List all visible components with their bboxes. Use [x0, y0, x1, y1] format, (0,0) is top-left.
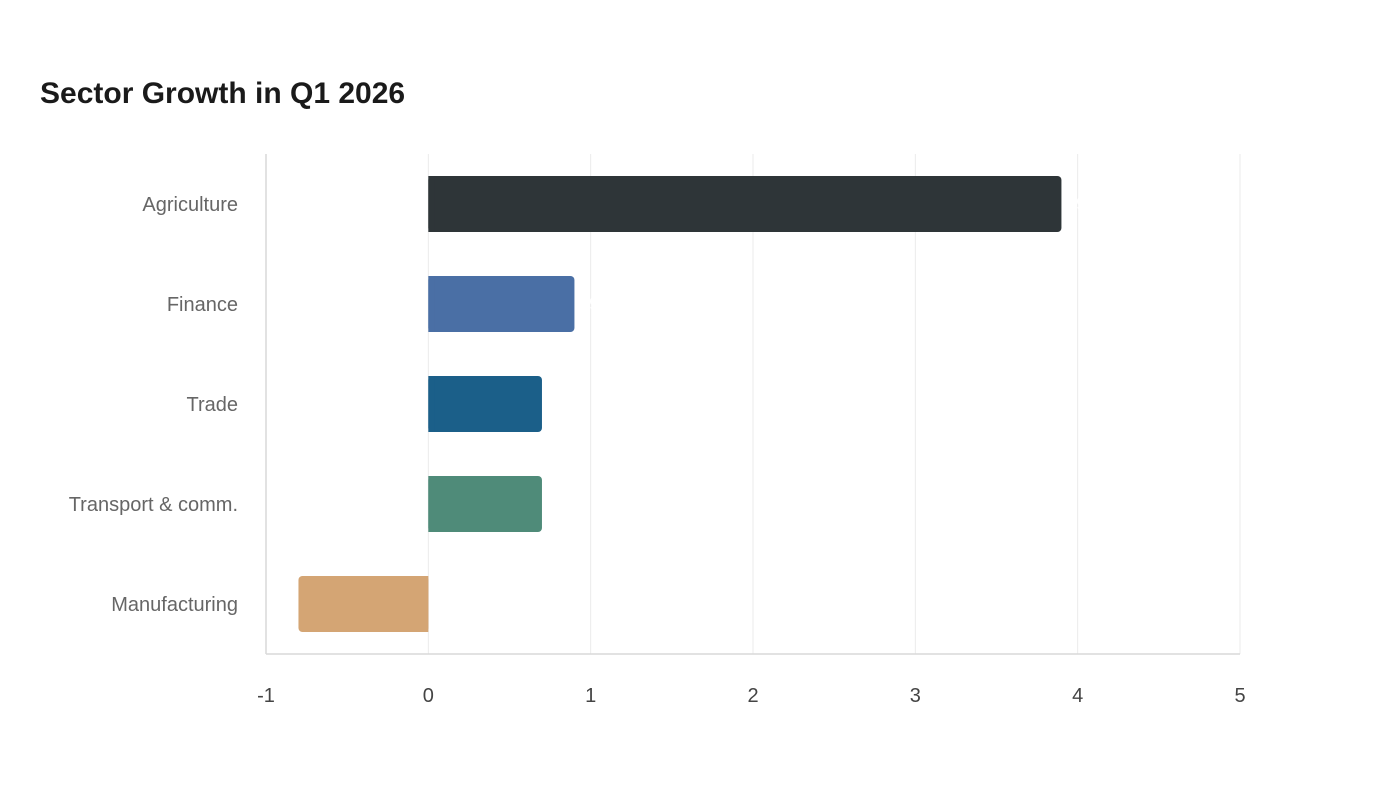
x-tick-label: 5	[1234, 685, 1245, 707]
data-label: 3.9	[1061, 194, 1086, 214]
bar-base	[428, 176, 435, 232]
data-label: -0.8	[267, 594, 298, 614]
bar	[428, 276, 575, 332]
axes	[265, 154, 1240, 655]
x-tick-label: 1	[585, 685, 596, 707]
bar	[298, 576, 429, 632]
x-tick-label: -1	[257, 685, 275, 707]
category-label: Trade	[186, 394, 238, 416]
x-tick-label: 2	[747, 685, 758, 707]
bar-base	[428, 276, 435, 332]
x-tick-label: 0	[423, 685, 434, 707]
bar	[428, 176, 1062, 232]
data-label: 0.7	[542, 494, 567, 514]
labels: -1 0 1 2 3 4 5 Agriculture 3.9 Finance 0.9 Trade 0.7…	[69, 194, 1246, 707]
bar-base	[422, 576, 429, 632]
x-tick-label: 4	[1072, 685, 1083, 707]
bar	[428, 376, 542, 432]
category-label: Manufacturing	[111, 594, 238, 616]
x-tick-label: 3	[910, 685, 921, 707]
bar-base	[428, 476, 435, 532]
category-label: Transport & comm.	[69, 494, 238, 516]
gridlines	[427, 154, 1241, 654]
category-label: Agriculture	[142, 194, 238, 216]
data-label: 0.7	[542, 394, 567, 414]
bars	[298, 176, 1062, 632]
category-label: Finance	[167, 294, 238, 316]
data-label: 0.9	[574, 294, 599, 314]
chart-title: Sector Growth in Q1 2026	[40, 77, 406, 110]
bar	[428, 476, 542, 532]
bar-base	[428, 376, 435, 432]
